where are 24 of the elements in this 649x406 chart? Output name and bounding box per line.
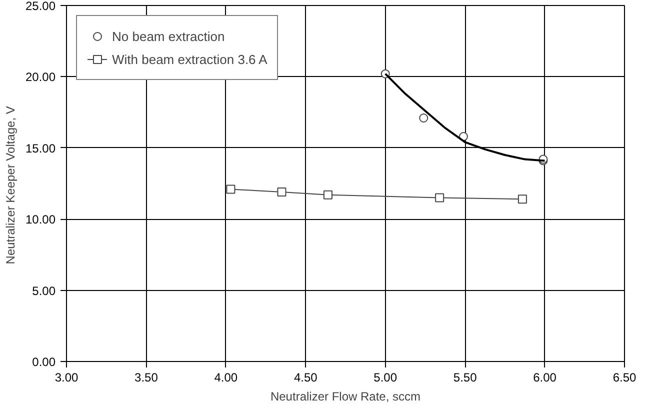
x-tick-label: 4.50	[294, 370, 318, 384]
y-tick-label: 20.00	[25, 70, 56, 84]
point	[226, 184, 236, 194]
x-tick-label: 6.00	[533, 370, 557, 384]
legend-label: With beam extraction 3.6 A	[112, 52, 268, 66]
y-axis-title: Neutralizer Keeper Voltage, V	[3, 106, 18, 264]
x-tick-label: 6.50	[612, 370, 637, 384]
y-tick-label: 5.00	[32, 284, 56, 298]
point	[435, 193, 444, 202]
y-tick-label: 25.00	[25, 0, 56, 13]
point	[277, 188, 286, 197]
x-tick-label: 3.50	[134, 370, 158, 384]
legend-label: No beam extraction	[112, 28, 225, 44]
y-tick-label: 15.00	[25, 141, 56, 156]
point	[419, 114, 428, 122]
point	[518, 194, 527, 204]
x-tick-label: 3.00	[54, 370, 79, 384]
point	[323, 190, 332, 200]
x-axis-title: Neutralizer Flow Rate, sccm	[270, 390, 421, 404]
y-tick-label: 0.00	[32, 355, 56, 369]
x-tick-label: 4.00	[214, 370, 238, 384]
y-tick-label: 10.00	[25, 212, 56, 227]
x-tick-label: 5.50	[453, 370, 478, 384]
x-tick-label: 5.00	[374, 370, 398, 384]
